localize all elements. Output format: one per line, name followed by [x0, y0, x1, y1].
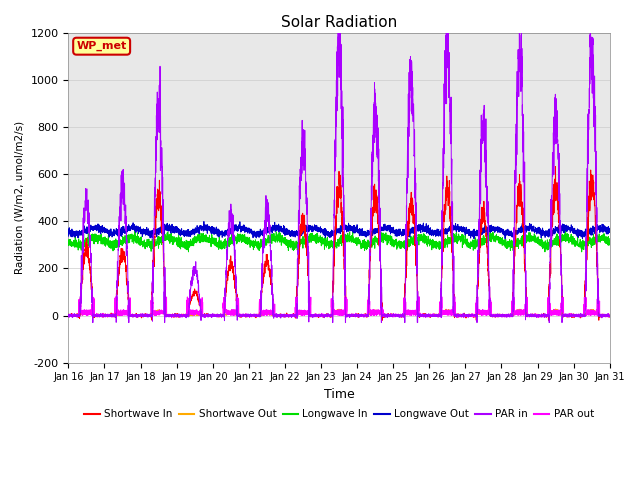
Line: Shortwave Out: Shortwave Out — [68, 309, 610, 317]
PAR out — [431, 312, 438, 318]
Longwave Out — [319, 229, 326, 235]
Bar — [68, 33, 610, 221]
PAR in — [461, 313, 468, 319]
Longwave Out — [605, 225, 613, 231]
Longwave In — [461, 240, 468, 245]
Legend: Shortwave In, Shortwave Out, Longwave In, Longwave Out, PAR in, PAR out: Shortwave In, Shortwave Out, Longwave In… — [80, 405, 598, 423]
Longwave Out — [606, 227, 614, 233]
Shortwave In — [378, 317, 386, 323]
X-axis label: Time: Time — [324, 388, 355, 401]
PAR out — [65, 313, 72, 319]
Longwave Out — [470, 236, 478, 241]
Shortwave Out — [492, 312, 499, 318]
Y-axis label: Radiation (W/m2, umol/m2/s): Radiation (W/m2, umol/m2/s) — [15, 121, 25, 274]
Longwave Out — [431, 229, 438, 235]
Line: Shortwave In: Shortwave In — [68, 167, 610, 320]
Shortwave Out — [605, 312, 613, 318]
PAR in — [492, 312, 499, 318]
Longwave In — [319, 240, 326, 246]
Longwave In — [605, 239, 613, 244]
Shortwave In — [319, 313, 326, 319]
Shortwave Out — [112, 314, 120, 320]
PAR in — [431, 313, 438, 319]
Longwave In — [492, 236, 499, 241]
Shortwave In — [605, 312, 613, 318]
Shortwave In — [492, 312, 499, 318]
PAR out — [319, 313, 326, 319]
Longwave In — [184, 249, 192, 255]
PAR in — [319, 312, 326, 318]
Shortwave Out — [65, 312, 72, 318]
Title: Solar Radiation: Solar Radiation — [281, 15, 397, 30]
PAR out — [461, 313, 468, 319]
PAR in — [162, 312, 170, 318]
Shortwave In — [552, 164, 559, 169]
PAR out — [162, 306, 170, 312]
PAR in — [334, 30, 342, 36]
Shortwave In — [65, 312, 72, 317]
Shortwave In — [162, 307, 170, 312]
Longwave Out — [200, 218, 208, 224]
Longwave In — [431, 239, 438, 244]
Shortwave Out — [461, 312, 468, 318]
Longwave In — [162, 234, 170, 240]
Shortwave Out — [431, 312, 438, 318]
Text: WP_met: WP_met — [77, 41, 127, 51]
Longwave In — [606, 236, 614, 241]
Shortwave Out — [162, 312, 170, 318]
Longwave Out — [461, 227, 468, 233]
Shortwave Out — [552, 306, 559, 312]
Longwave Out — [65, 233, 72, 239]
PAR out — [492, 312, 499, 318]
Longwave In — [65, 237, 72, 243]
Longwave In — [375, 227, 383, 232]
Line: Longwave Out: Longwave Out — [68, 221, 610, 239]
Line: PAR out: PAR out — [68, 297, 610, 318]
PAR in — [89, 320, 97, 325]
PAR in — [65, 313, 72, 319]
Longwave Out — [162, 225, 170, 230]
PAR in — [605, 313, 613, 319]
PAR out — [606, 313, 614, 319]
Longwave Out — [492, 228, 499, 234]
Shortwave In — [606, 312, 614, 318]
PAR out — [415, 294, 423, 300]
Shortwave Out — [606, 312, 614, 318]
PAR out — [168, 315, 175, 321]
Line: PAR in: PAR in — [68, 33, 610, 323]
Shortwave In — [431, 313, 438, 319]
Line: Longwave In: Longwave In — [68, 229, 610, 252]
PAR out — [605, 313, 613, 319]
Shortwave Out — [319, 312, 326, 318]
PAR in — [606, 312, 614, 318]
Shortwave In — [461, 312, 468, 318]
